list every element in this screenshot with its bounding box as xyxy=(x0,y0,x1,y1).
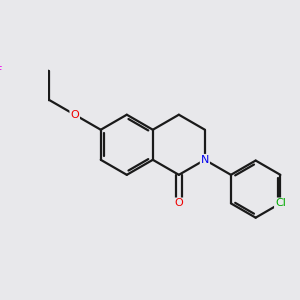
Text: O: O xyxy=(70,110,79,120)
Text: O: O xyxy=(175,198,183,208)
Text: Cl: Cl xyxy=(275,198,286,208)
Text: F: F xyxy=(0,66,2,76)
Text: N: N xyxy=(201,155,209,165)
